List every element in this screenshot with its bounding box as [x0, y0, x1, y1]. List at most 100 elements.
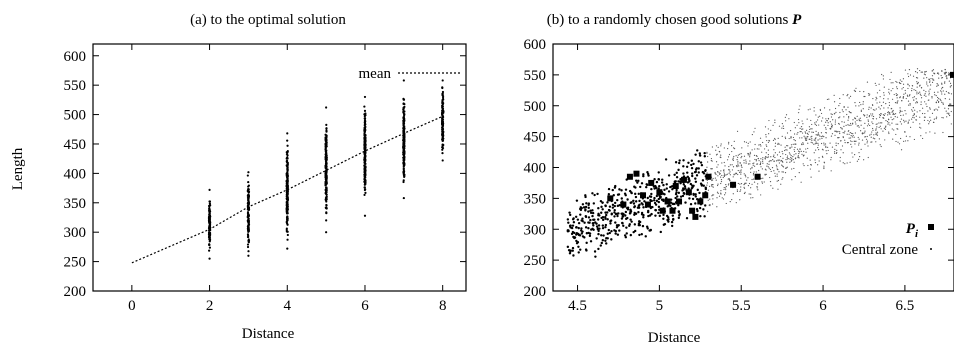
panel-b-central-zone-point: [861, 139, 864, 141]
panel-b-central-zone-point: [649, 229, 652, 232]
panel-b-central-zone-point: [760, 145, 762, 147]
panel-a-point: [403, 158, 406, 162]
panel-b-central-zone-point: [737, 182, 739, 185]
panel-b-central-zone-point: [888, 113, 890, 115]
panel-b-central-zone-point: [687, 161, 690, 164]
panel-b-central-zone-point: [666, 218, 669, 222]
panel-b-central-zone-point: [775, 164, 778, 166]
panel-a-point: [325, 175, 328, 178]
panel-b-central-zone-point: [862, 108, 864, 110]
panel-b-central-zone-point: [691, 174, 694, 178]
panel-b-central-zone-point: [815, 134, 817, 136]
panel-b-central-zone-point: [758, 169, 760, 172]
panel-b-central-zone-point: [839, 140, 842, 142]
panel-b-central-zone-point: [819, 108, 821, 111]
panel-b-central-zone-point: [724, 194, 726, 196]
panel-b-central-zone-point: [719, 151, 721, 153]
panel-a-point: [363, 180, 366, 184]
panel-b-central-zone-point: [900, 118, 903, 120]
panel-b-central-zone-point: [813, 110, 815, 112]
panel-b-central-zone-point: [611, 188, 614, 192]
panel-a-point: [441, 79, 444, 82]
panel-b-central-zone-point: [888, 131, 890, 133]
panel-b-central-zone-point: [883, 98, 885, 100]
panel-b-central-zone-point: [801, 120, 803, 122]
panel-b-central-zone-point: [690, 163, 693, 167]
panel-b-central-zone-point: [650, 187, 653, 191]
panel-b-central-zone-point: [820, 132, 823, 134]
panel-a-point: [325, 127, 328, 130]
panel-b-central-zone-point: [935, 116, 938, 118]
panel-b-central-zone-point: [888, 88, 890, 90]
panel-a-point: [247, 239, 250, 242]
panel-b-central-zone-point: [624, 236, 628, 239]
panel-b-central-zone-point: [831, 113, 833, 116]
panel-b-central-zone-point: [799, 131, 801, 133]
panel-a-plot-frame: [92, 43, 467, 292]
panel-b-central-zone-point: [904, 140, 907, 142]
panel-b-central-zone-point: [720, 176, 722, 178]
panel-b-central-zone-point: [650, 212, 653, 216]
panel-b-central-zone-point: [827, 146, 829, 148]
panel-b-central-zone-point: [791, 159, 793, 161]
panel-b-central-zone-point: [825, 121, 827, 123]
panel-b-central-zone-point: [888, 93, 891, 95]
panel-b-central-zone-point: [933, 121, 935, 123]
panel-b-central-zone-point: [770, 160, 772, 162]
panel-b-central-zone-point: [683, 185, 687, 188]
panel-b-central-zone-point: [785, 167, 788, 169]
panel-b-central-zone-point: [601, 224, 605, 227]
panel-b-central-zone-point: [899, 96, 901, 99]
panel-a-title: (a) to the optimal solution: [190, 12, 346, 28]
panel-b-central-zone-point: [640, 233, 643, 236]
panel-b-central-zone-point: [616, 198, 619, 202]
panel-b-central-zone-point: [760, 161, 762, 163]
panel-b-central-zone-point: [916, 68, 919, 70]
panel-b-central-zone-point: [676, 195, 679, 198]
panel-b-central-zone-point: [700, 184, 704, 187]
panel-b-central-zone-point: [839, 131, 841, 133]
panel-b-central-zone-point: [908, 95, 911, 97]
panel-b-central-zone-point: [890, 90, 892, 92]
panel-a-point: [246, 245, 250, 249]
panel-b-central-zone-point: [740, 173, 742, 175]
panel-b-central-zone-point: [766, 156, 768, 159]
panel-a-point: [363, 164, 366, 167]
panel-b-central-zone-point: [573, 236, 577, 239]
panel-b-central-zone-point: [805, 139, 808, 141]
panel-b-central-zone-point: [778, 143, 780, 145]
panel-b-central-zone-point: [587, 210, 590, 213]
panel-a-point: [324, 133, 327, 136]
panel-b-central-zone-point: [923, 94, 925, 96]
panel-b-central-zone-point: [786, 161, 788, 163]
panel-b-central-zone-point: [723, 161, 725, 164]
panel-a-x-axis-label: Distance: [242, 326, 295, 342]
panel-b-central-zone-point: [846, 133, 848, 135]
panel-b-central-zone-point: [642, 206, 645, 209]
panel-a-y-tick-label: 250: [64, 255, 87, 271]
panel-b-central-zone-point: [715, 161, 718, 163]
panel-b-central-zone-point: [677, 210, 681, 214]
panel-b-central-zone-point: [792, 136, 795, 139]
panel-b-central-zone-point: [842, 136, 844, 139]
panel-b-central-zone-point: [814, 149, 817, 151]
panel-b-central-zone-point: [790, 154, 792, 157]
panel-b-central-zone-point: [879, 89, 881, 91]
panel-b-central-zone-point: [916, 83, 918, 85]
panel-b-central-zone-point: [793, 150, 796, 153]
panel-b-central-zone-point: [716, 191, 719, 193]
panel-b-central-zone-point: [870, 136, 872, 138]
panel-b-central-zone-point: [696, 188, 699, 192]
panel-b-central-zone-point: [937, 84, 939, 86]
panel-b-central-zone-point: [789, 146, 791, 149]
panel-b-central-zone-point: [852, 134, 854, 137]
panel-b-central-zone-point: [794, 176, 796, 178]
panel-a: (a) to the optimal solution Distance Len…: [10, 12, 467, 342]
panel-b-central-zone-point: [885, 119, 887, 122]
panel-b-central-zone-point: [583, 236, 586, 239]
panel-b-central-zone-point: [871, 115, 873, 117]
panel-b-central-zone-point: [878, 138, 880, 140]
panel-b-central-zone-point: [611, 206, 615, 209]
panel-b-central-zone-point: [591, 214, 594, 218]
panel-b-central-zone-point: [928, 123, 930, 125]
